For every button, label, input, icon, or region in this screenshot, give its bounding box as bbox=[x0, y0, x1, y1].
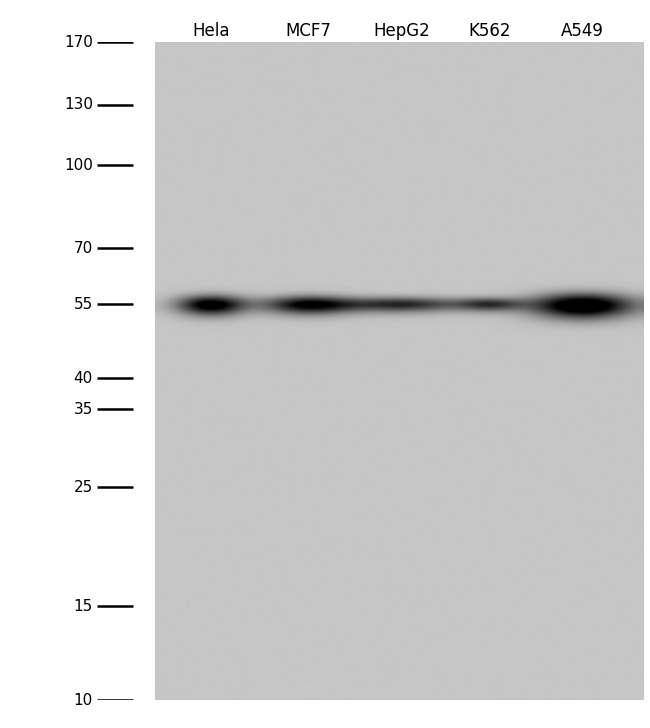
Text: 25: 25 bbox=[73, 480, 93, 495]
Text: MCF7: MCF7 bbox=[286, 23, 332, 40]
Text: 170: 170 bbox=[64, 35, 93, 50]
Text: 100: 100 bbox=[64, 158, 93, 173]
Text: 10: 10 bbox=[73, 693, 93, 708]
Text: 35: 35 bbox=[73, 402, 93, 417]
Text: HepG2: HepG2 bbox=[373, 23, 430, 40]
Text: A549: A549 bbox=[561, 23, 604, 40]
Text: 55: 55 bbox=[73, 297, 93, 312]
Text: 70: 70 bbox=[73, 241, 93, 256]
Text: Hela: Hela bbox=[192, 23, 229, 40]
Text: 15: 15 bbox=[73, 598, 93, 614]
Text: K562: K562 bbox=[468, 23, 511, 40]
Text: 130: 130 bbox=[64, 97, 93, 112]
Text: 40: 40 bbox=[73, 371, 93, 386]
